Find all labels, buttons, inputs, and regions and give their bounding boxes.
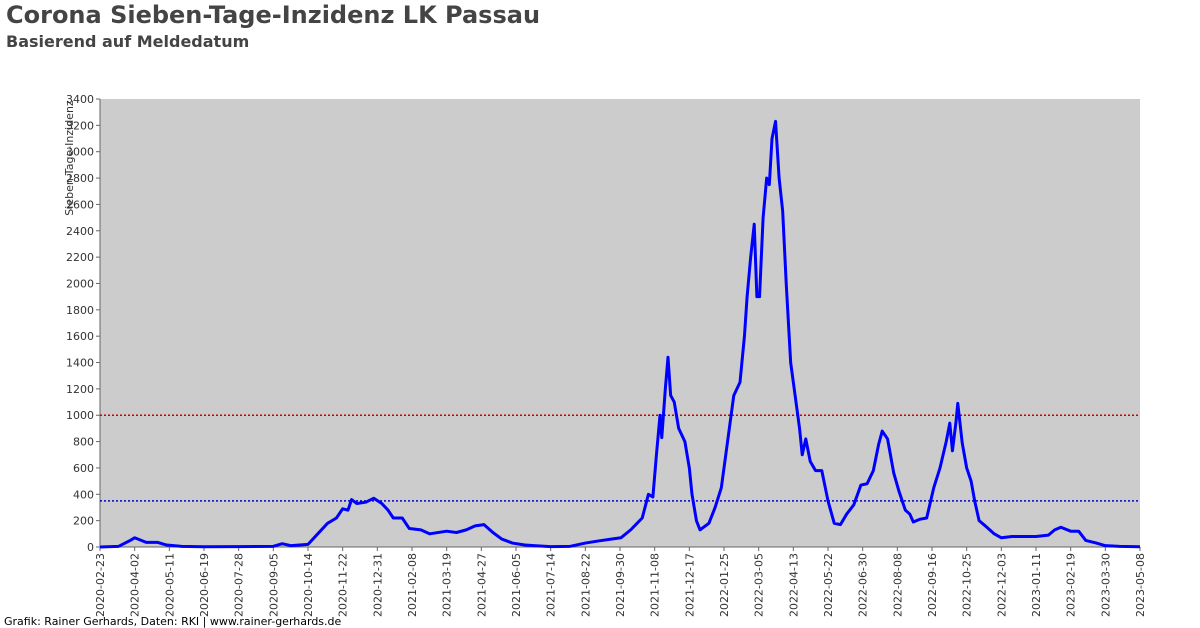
x-tick-label: 2022-12-03 — [995, 553, 1008, 617]
x-tick-label: 2021-08-22 — [579, 553, 592, 617]
x-tick-label: 2022-06-30 — [857, 553, 870, 617]
x-tick-label: 2023-02-19 — [1065, 553, 1078, 617]
chart-title: Corona Sieben-Tage-Inzidenz LK Passau — [6, 1, 540, 29]
x-tick-label: 2021-07-14 — [545, 553, 558, 617]
x-tick-label: 2022-09-16 — [926, 553, 939, 617]
x-tick-label: 2023-01-11 — [1030, 553, 1043, 617]
x-tick-label: 2021-11-08 — [649, 553, 662, 617]
chart-subtitle: Basierend auf Meldedatum — [6, 32, 249, 51]
x-tick-label: 2020-02-23 — [94, 553, 107, 617]
x-tick-label: 2020-10-14 — [302, 553, 315, 617]
footer: Grafik: Rainer Gerhards, Daten: RKI | ww… — [4, 615, 342, 628]
x-tick-label: 2021-02-08 — [406, 553, 419, 617]
y-tick-label: 2200 — [66, 251, 94, 264]
y-tick-label: 2400 — [66, 225, 94, 238]
x-tick-label: 2020-05-11 — [163, 553, 176, 617]
y-tick-label: 400 — [73, 488, 94, 501]
x-tick-label: 2020-09-05 — [267, 553, 280, 617]
y-tick-label: 2600 — [66, 198, 94, 211]
y-tick-label: 1600 — [66, 330, 94, 343]
x-tick-label: 2022-08-08 — [891, 553, 904, 617]
y-tick-label: 1200 — [66, 383, 94, 396]
x-tick-label: 2021-03-19 — [441, 553, 454, 617]
plot-area — [100, 99, 1140, 547]
x-tick-label: 2022-03-05 — [753, 553, 766, 617]
y-tick-label: 800 — [73, 436, 94, 449]
y-tick-label: 1400 — [66, 357, 94, 370]
x-tick-label: 2020-11-22 — [337, 553, 350, 617]
y-tick-label: 0 — [87, 541, 94, 554]
x-tick-label: 2023-05-08 — [1134, 553, 1147, 617]
data-line — [99, 119, 1141, 549]
y-tick-label: 2800 — [66, 172, 94, 185]
x-tick-label: 2020-04-02 — [129, 553, 142, 617]
y-tick-label: 2000 — [66, 277, 94, 290]
x-tick-label: 2021-06-05 — [510, 553, 523, 617]
x-tick-label: 2021-12-17 — [683, 553, 696, 617]
y-tick-label: 1000 — [66, 409, 94, 422]
y-tick-label: 3000 — [66, 146, 94, 159]
x-tick-label: 2022-10-25 — [961, 553, 974, 617]
x-tick-label: 2020-06-19 — [198, 553, 211, 617]
x-tick-label: 2022-01-25 — [718, 553, 731, 617]
x-tick-label: 2020-12-31 — [371, 553, 384, 617]
y-tick-label: 3200 — [66, 119, 94, 132]
y-axis-label: Sieben-Tage-Inzidenz — [63, 100, 76, 216]
x-tick-label: 2021-04-27 — [475, 553, 488, 617]
y-tick-label: 1800 — [66, 304, 94, 317]
x-tick-label: 2021-09-30 — [614, 553, 627, 617]
y-tick-label: 600 — [73, 462, 94, 475]
x-tick-label: 2023-03-30 — [1099, 553, 1112, 617]
y-tick-label: 200 — [73, 515, 94, 528]
y-tick-label: 3400 — [66, 93, 94, 106]
x-tick-label: 2022-04-13 — [787, 553, 800, 617]
x-tick-label: 2022-05-22 — [822, 553, 835, 617]
x-tick-label: 2020-07-28 — [233, 553, 246, 617]
